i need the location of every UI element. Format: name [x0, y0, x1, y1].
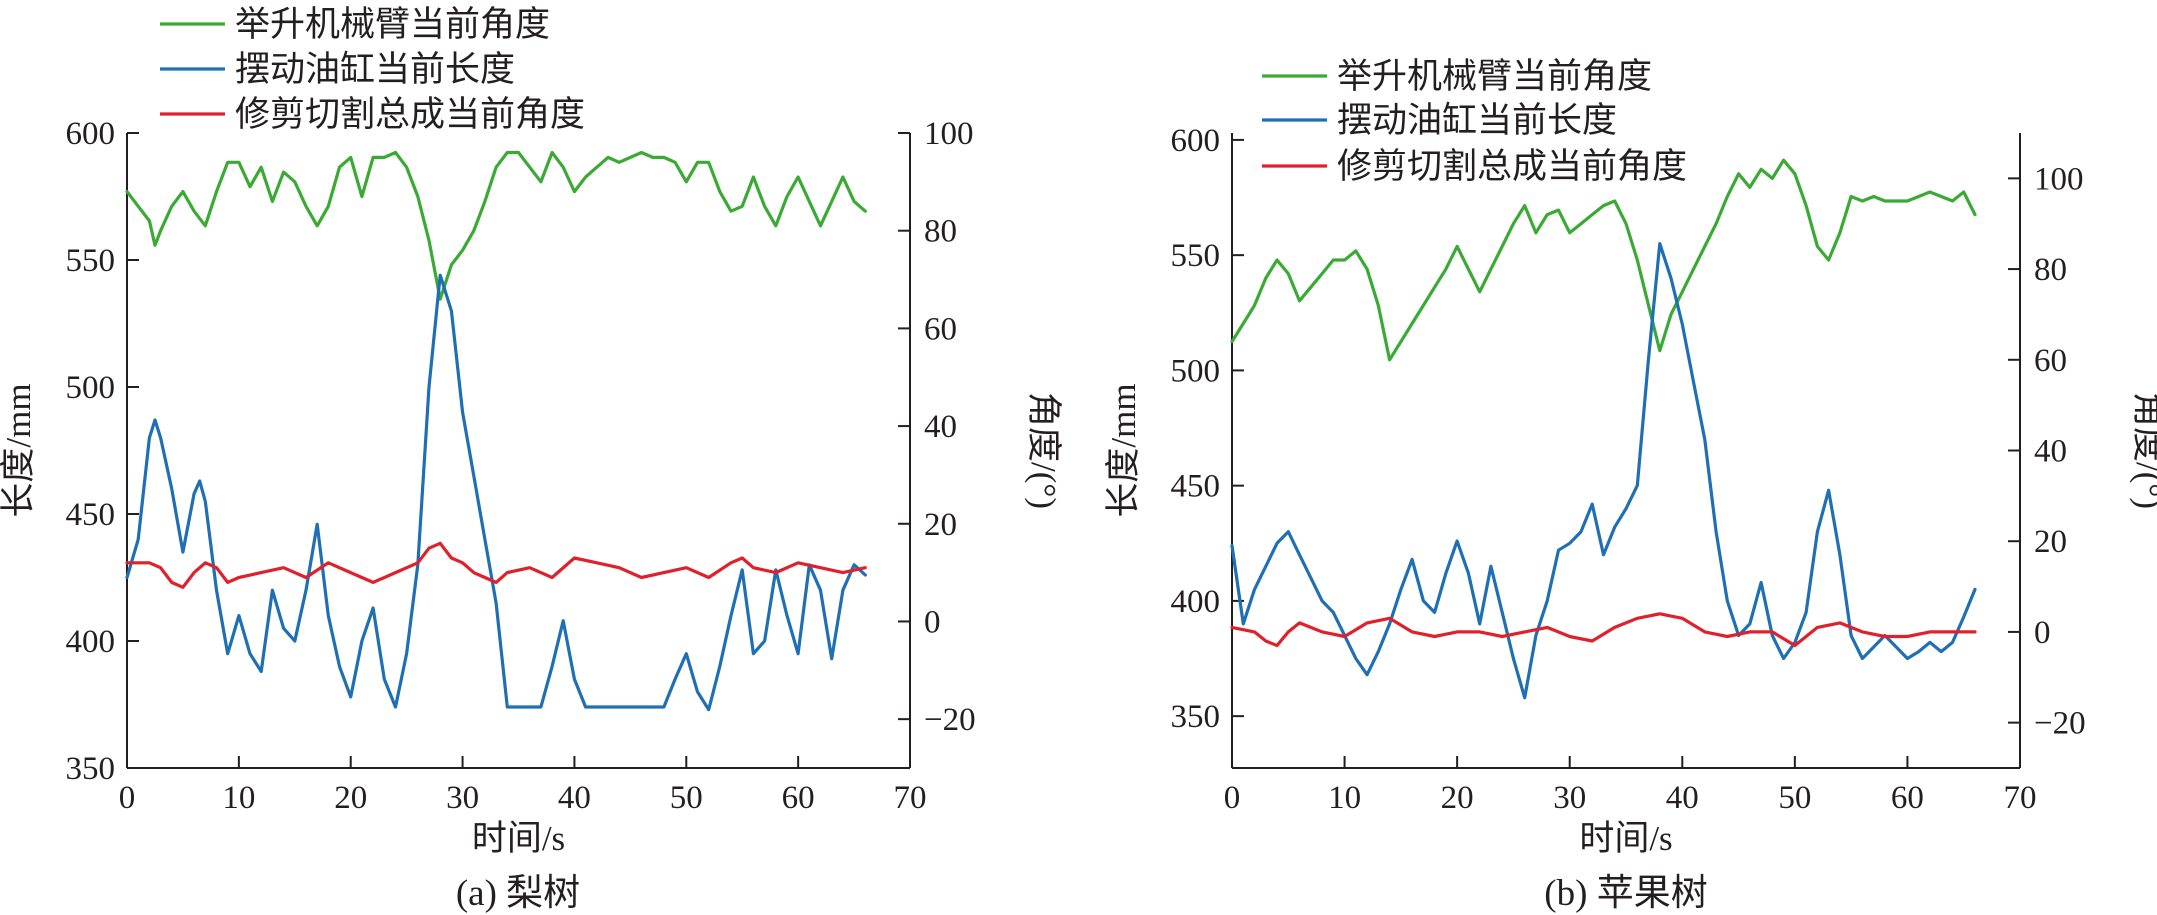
y-left-tick-label: 350 [1171, 699, 1221, 735]
chart-pear-tree: 0 10 20 30 40 50 60 70 350 400 450 500 550 600 −20 0 20 4… [0, 5, 1063, 914]
series-line-lift-arm-angle [125, 150, 867, 301]
y-right-tick-label: 40 [924, 409, 957, 445]
y-left-tick-label: 350 [66, 751, 116, 787]
series-line-lift-arm-angle [1230, 158, 1977, 362]
y-right-tick-label: 60 [2034, 343, 2067, 379]
chart-caption: (b) 苹果树 [1544, 873, 1707, 914]
legend-label: 摆动油缸当前长度 [235, 50, 515, 89]
x-tick-label: 0 [119, 780, 136, 816]
y-left-tick-label: 550 [66, 243, 116, 279]
series-line-trim-cutter-angle [1230, 612, 1977, 648]
x-tick-label: 10 [1328, 780, 1361, 816]
x-tick-label: 70 [894, 780, 927, 816]
x-tick-label: 60 [782, 780, 815, 816]
series-line-swing-cylinder-length [1230, 242, 1977, 700]
y-left-tick-label: 600 [66, 116, 116, 152]
chart-caption: (a) 梨树 [456, 873, 580, 914]
y-left-tick-label: 600 [1171, 123, 1221, 159]
x-tick-label: 70 [2004, 780, 2037, 816]
y-right-tick-label: 0 [2034, 615, 2051, 651]
y-right-tick-label: 100 [2034, 161, 2084, 197]
x-tick-label: 50 [1778, 780, 1811, 816]
y-left-tick-label: 550 [1171, 238, 1221, 274]
x-axis-label: 时间/s [472, 819, 565, 858]
x-tick-label: 40 [558, 780, 591, 816]
x-tick-label: 60 [1891, 780, 1924, 816]
x-axis-label: 时间/s [1579, 819, 1672, 858]
legend-label: 修剪切割总成当前角度 [235, 95, 585, 134]
y-left-axis-label: 长度/mm [1104, 383, 1143, 517]
y-right-tick-label: 0 [924, 604, 941, 640]
chart-apple-tree: 0 10 20 30 40 50 60 70 350 400 450 500 550 600 −20 0 20 4… [1104, 57, 2157, 914]
y-right-tick-label: −20 [924, 702, 976, 738]
legend-label: 摆动油缸当前长度 [1337, 101, 1617, 140]
y-right-tick-label: 100 [924, 116, 974, 152]
x-tick-label: 20 [334, 780, 367, 816]
y-right-axis-label: 角度/(°) [1024, 392, 1063, 509]
legend-label: 修剪切割总成当前角度 [1337, 147, 1687, 186]
series-line-trim-cutter-angle [125, 541, 867, 589]
y-left-tick-label: 400 [1171, 584, 1221, 620]
y-right-axis-label: 角度/(°) [2129, 392, 2157, 509]
legend-label: 举升机械臂当前角度 [235, 5, 550, 44]
x-tick-label: 20 [1441, 780, 1474, 816]
y-right-tick-label: 20 [924, 507, 957, 543]
series-line-swing-cylinder-length [125, 273, 867, 712]
y-left-tick-label: 400 [66, 624, 116, 660]
x-tick-label: 0 [1224, 780, 1241, 816]
y-right-tick-label: 40 [2034, 434, 2067, 470]
x-tick-label: 30 [1553, 780, 1586, 816]
legend-label: 举升机械臂当前角度 [1337, 57, 1652, 96]
y-left-tick-label: 450 [66, 497, 116, 533]
x-tick-label: 30 [446, 780, 479, 816]
y-right-tick-label: 80 [924, 214, 957, 250]
y-left-axis-label: 长度/mm [0, 383, 38, 517]
y-left-tick-label: 500 [66, 370, 116, 406]
y-right-tick-label: 20 [2034, 524, 2067, 560]
x-tick-label: 40 [1666, 780, 1699, 816]
y-right-tick-label: 60 [924, 311, 957, 347]
x-tick-label: 10 [222, 780, 255, 816]
y-right-tick-label: −20 [2034, 706, 2086, 742]
y-left-tick-label: 450 [1171, 469, 1221, 505]
y-right-tick-label: 80 [2034, 252, 2067, 288]
x-tick-label: 50 [670, 780, 703, 816]
y-left-tick-label: 500 [1171, 353, 1221, 389]
